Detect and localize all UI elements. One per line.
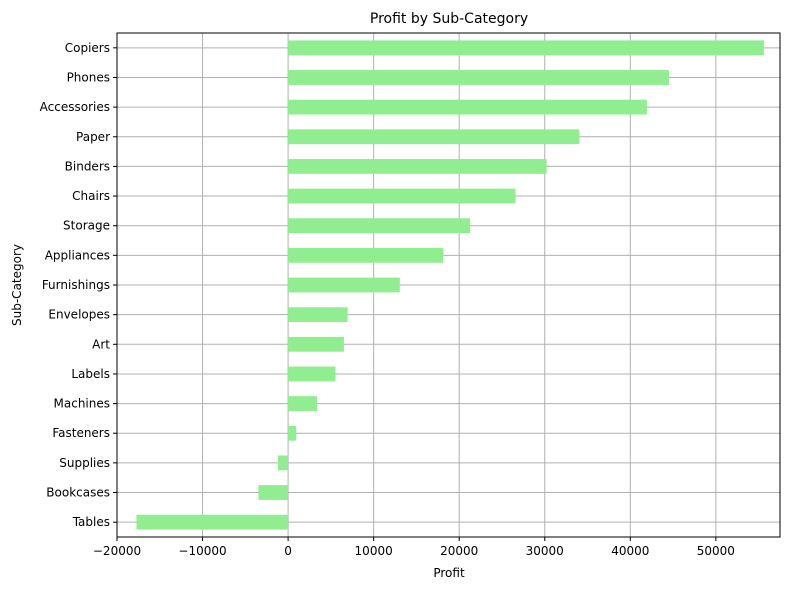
y-tick-label-storage: Storage — [63, 219, 110, 233]
y-tick-label-machines: Machines — [54, 397, 110, 411]
y-tick-label-fasteners: Fasteners — [52, 426, 110, 440]
bar-phones — [288, 70, 669, 85]
y-tick-label-bookcases: Bookcases — [46, 486, 110, 500]
x-tick-label: −20000 — [93, 544, 141, 558]
bar-art — [288, 336, 344, 352]
bar-paper — [288, 129, 580, 145]
bar-furnishings — [288, 277, 400, 293]
x-tick-label: 0 — [284, 544, 292, 558]
bar-tables — [136, 514, 289, 530]
y-tick-label-accessories: Accessories — [40, 100, 110, 114]
x-ticks: −20000 −10000 0 10000 20000 30000 40000 50000 — [93, 537, 735, 558]
bar-copiers — [288, 40, 764, 56]
x-tick-label: −10000 — [178, 544, 226, 558]
bar-machines — [288, 396, 318, 411]
bar-envelopes — [288, 307, 348, 323]
bar-binders — [288, 159, 547, 174]
x-tick-label: 10000 — [355, 544, 393, 558]
x-axis-label: Profit — [433, 566, 465, 580]
y-tick-label-envelopes: Envelopes — [48, 308, 110, 322]
bar-appliances — [288, 247, 444, 263]
bar-supplies — [277, 455, 289, 471]
y-ticks: Copiers Phones Accessories Paper Binders Chai… — [40, 41, 117, 529]
bar-accessories — [288, 99, 647, 115]
y-tick-label-copiers: Copiers — [65, 41, 110, 55]
x-tick-label: 50000 — [697, 544, 735, 558]
y-tick-label-supplies: Supplies — [59, 456, 110, 470]
bar-labels — [288, 366, 336, 382]
bar-storage — [288, 218, 471, 234]
y-tick-label-phones: Phones — [67, 70, 110, 84]
x-tick-label: 20000 — [440, 544, 478, 558]
bars — [136, 40, 764, 530]
x-tick-label: 40000 — [611, 544, 649, 558]
x-tick-label: 30000 — [526, 544, 564, 558]
y-tick-label-chairs: Chairs — [72, 189, 110, 203]
bar-bookcases — [258, 485, 289, 500]
bar-chairs — [288, 188, 516, 204]
y-tick-label-furnishings: Furnishings — [42, 278, 110, 292]
bar-fasteners — [288, 425, 297, 441]
y-tick-label-labels: Labels — [71, 367, 110, 381]
y-axis-label: Sub-Category — [10, 244, 24, 326]
y-tick-label-binders: Binders — [65, 159, 110, 173]
chart-title: Profit by Sub-Category — [370, 11, 528, 27]
y-tick-label-appliances: Appliances — [45, 248, 110, 262]
y-tick-label-tables: Tables — [72, 515, 110, 529]
y-tick-label-art: Art — [92, 337, 110, 351]
y-tick-label-paper: Paper — [76, 130, 110, 144]
